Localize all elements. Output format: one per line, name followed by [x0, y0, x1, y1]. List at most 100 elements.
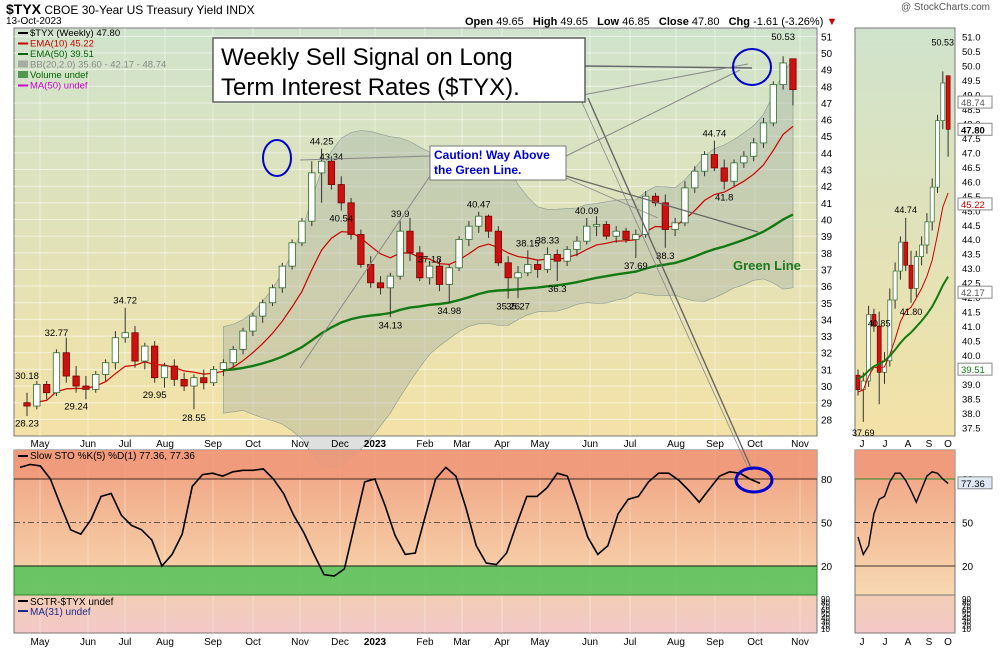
side-y-tick: 43.0 — [962, 264, 981, 275]
sctr-legend: SCTR-$TYX undef — [30, 597, 114, 608]
side-candle — [940, 71, 946, 130]
candle — [534, 259, 542, 278]
candle-body — [592, 224, 601, 227]
side-sto-tick: 20 — [962, 562, 974, 573]
candle — [308, 161, 316, 227]
side-y-tick: 44.0 — [962, 235, 981, 246]
candle-body — [612, 230, 620, 237]
pointer-line — [565, 177, 659, 219]
highlight-circle — [262, 139, 292, 177]
side-price-marker-label: 47.80 — [961, 125, 985, 136]
candle-body — [759, 122, 768, 144]
x-tick-label: Dec — [331, 439, 349, 450]
y-tick-label: 28 — [821, 415, 833, 426]
y-tick-label: 49 — [821, 66, 833, 77]
side-y-tick: 41.0 — [962, 322, 981, 333]
oversold-zone — [13, 565, 818, 596]
candle — [249, 312, 257, 337]
candle — [691, 166, 699, 193]
side-price-marker-label: 45.22 — [961, 200, 985, 211]
candle-body — [347, 202, 355, 235]
y-tick-label: 36 — [821, 282, 833, 293]
candle — [367, 256, 375, 288]
instrument-name: CBOE 30-Year US Treasury Yield INDX — [44, 3, 255, 17]
sctr-panel — [13, 594, 818, 634]
close-label: Close — [658, 16, 689, 28]
candle-body — [101, 362, 110, 375]
price-value-label: 37.18 — [418, 254, 442, 265]
candle-body — [651, 195, 660, 204]
candle-body — [406, 230, 414, 254]
highlight-circle — [734, 466, 774, 494]
legend-entry: EMA(50) 39.51 — [30, 49, 94, 60]
candle — [622, 227, 630, 243]
caution-text: Caution! Way Above — [434, 148, 550, 162]
side-price-marker — [957, 285, 993, 299]
side-y-tick: 39.0 — [962, 380, 981, 391]
side-y-tick: 38.5 — [962, 394, 981, 405]
candle-body — [170, 365, 178, 380]
x-tick-label: Apr — [494, 637, 510, 648]
sctr-tick-label: 80 — [821, 599, 830, 608]
y-tick-label: 33 — [821, 332, 833, 343]
price-value-label: 40.09 — [575, 206, 599, 217]
side-y-tick: 40.5 — [962, 337, 981, 348]
candle-body — [357, 234, 365, 265]
y-tick-label: 29 — [821, 399, 833, 410]
side-candle-body — [945, 75, 951, 130]
candle-body — [317, 160, 326, 174]
side-ema50 — [857, 276, 949, 380]
candle — [592, 216, 601, 237]
side-y-tick: 45.5 — [962, 192, 981, 203]
candle-body — [160, 365, 169, 379]
side-x-label: O — [944, 439, 952, 450]
candle — [337, 176, 345, 211]
side-candle — [935, 114, 940, 193]
price-value-label: 29.95 — [143, 390, 167, 401]
candle-body — [121, 332, 129, 339]
x-tick-label: Oct — [747, 439, 763, 450]
sto-legend: Slow STO %K(5) %D(1) 77.36, 77.36 — [30, 451, 195, 462]
side-candle — [913, 250, 919, 298]
candle — [317, 148, 326, 203]
candle — [23, 392, 31, 417]
sto-k-line — [19, 463, 761, 577]
side-sctr-tick: 30 — [962, 618, 971, 627]
x-tick-label: May — [531, 637, 550, 648]
candle — [239, 327, 247, 355]
candle — [268, 284, 277, 307]
candle — [671, 217, 679, 237]
x-tick-label: Nov — [791, 439, 809, 450]
candle — [101, 359, 110, 382]
sctr-tick-label: 70 — [821, 602, 830, 611]
side-candle — [929, 178, 935, 231]
side-y-tick: 41.5 — [962, 308, 981, 319]
chart-title: $TYX CBOE 30-Year US Treasury Yield INDX — [6, 1, 255, 17]
candle-body — [209, 368, 218, 384]
headline-text: Term Interest Rates ($TYX). — [221, 74, 520, 101]
side-x-label: J — [860, 439, 865, 450]
y-tick-label: 42 — [821, 182, 833, 193]
x-tick-label: Nov — [791, 637, 809, 648]
side-candle-body — [898, 241, 903, 272]
open-label: Open — [465, 16, 494, 28]
candle-body — [435, 265, 444, 285]
y-tick-label: 50 — [821, 49, 833, 60]
overbought-zone — [14, 450, 817, 479]
candle — [229, 346, 237, 368]
symbol: $TYX — [6, 1, 42, 17]
side-y-tick: 45.0 — [962, 206, 981, 217]
candle — [573, 236, 581, 257]
price-value-label: 40.54 — [329, 214, 353, 225]
x-tick-label: Jul — [624, 637, 637, 648]
candle — [563, 246, 571, 267]
open-value: 49.65 — [496, 16, 524, 28]
candle-body — [730, 162, 738, 182]
candle — [475, 211, 483, 233]
candle — [632, 229, 640, 258]
x-tick-label: May — [31, 439, 50, 450]
side-candle-body — [913, 256, 919, 289]
sctr-tick-label: 10 — [821, 625, 830, 634]
candle — [131, 326, 139, 368]
